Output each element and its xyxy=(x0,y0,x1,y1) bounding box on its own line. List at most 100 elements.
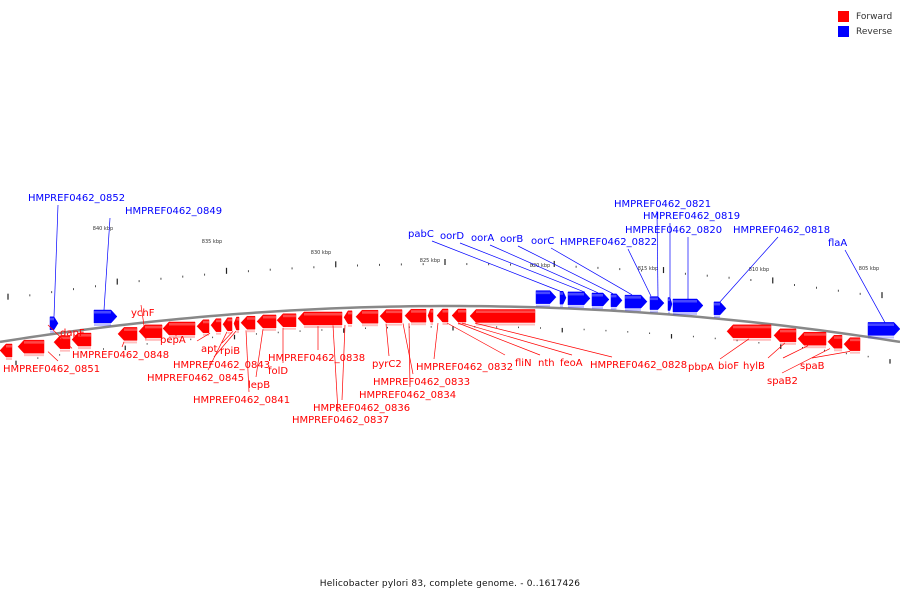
gene-highlight xyxy=(592,293,603,297)
scale-label: 820 kbp xyxy=(530,263,550,269)
gene-features xyxy=(0,290,900,360)
forward-gene xyxy=(210,318,222,332)
forward-gene xyxy=(427,308,434,323)
gene-highlight xyxy=(560,292,563,295)
gene-shadow xyxy=(560,305,563,308)
gene-shadow xyxy=(145,338,162,341)
forward-gene xyxy=(469,309,536,323)
gene-shadow xyxy=(362,324,378,327)
forward-gene xyxy=(117,327,138,341)
gene-highlight xyxy=(247,317,255,320)
forward-gene-label: folD xyxy=(268,366,288,377)
forward-leader-line xyxy=(767,342,786,359)
forward-leader-line xyxy=(221,331,234,344)
gene-shadow xyxy=(733,338,771,341)
reverse-gene-label: HMPREF0462_0818 xyxy=(733,225,830,236)
forward-gene-label: ychF xyxy=(131,308,155,319)
scale-label: 835 kbp xyxy=(202,239,222,245)
scale-label: 815 kbp xyxy=(638,266,658,272)
gene-shadow xyxy=(203,333,209,336)
scale-label: 810 kbp xyxy=(749,267,769,273)
reverse-leader-line xyxy=(53,204,59,317)
gene-shadow xyxy=(568,305,584,308)
gene-shadow xyxy=(24,354,44,357)
gene-highlight xyxy=(78,334,91,337)
forward-gene-label: HMPREF0462_0836 xyxy=(313,403,410,414)
gene-highlight xyxy=(834,336,842,339)
gene-shadow xyxy=(650,310,658,313)
forward-gene xyxy=(451,308,467,323)
gene-shadow xyxy=(458,323,466,326)
forward-leader-line xyxy=(457,322,541,356)
gene-highlight xyxy=(804,333,826,336)
gene-shadow xyxy=(850,351,860,354)
reverse-gene-label: HMPREF0462_0820 xyxy=(625,225,722,236)
forward-leader-line xyxy=(121,341,125,348)
forward-gene xyxy=(404,308,427,323)
forward-gene xyxy=(773,328,797,343)
gene-highlight xyxy=(780,329,796,333)
reverse-gene xyxy=(649,296,665,310)
gene-shadow xyxy=(247,330,255,333)
gene-highlight xyxy=(733,325,771,329)
reverse-leader-line xyxy=(719,236,779,303)
gene-shadow xyxy=(714,315,720,318)
forward-gene-label: feoA xyxy=(560,358,583,369)
forward-leader-line xyxy=(446,322,506,356)
gene-highlight xyxy=(668,298,670,302)
gene-shadow xyxy=(868,336,894,339)
forward-gene-label: spaB xyxy=(800,361,825,372)
forward-leader-line xyxy=(781,348,831,374)
gene-highlight xyxy=(263,315,276,319)
gene-highlight xyxy=(169,322,195,326)
forward-gene xyxy=(53,335,71,349)
legend-forward-label: Forward xyxy=(856,11,893,22)
forward-leader-line xyxy=(213,330,237,358)
gene-highlight xyxy=(476,310,535,313)
scale-label: 825 kbp xyxy=(420,258,440,264)
gene-highlight xyxy=(386,310,402,314)
gene-shadow xyxy=(236,331,239,334)
figure-caption: Helicobacter pylori 83, complete genome.… xyxy=(319,579,581,589)
gene-shadow xyxy=(430,323,433,326)
forward-leader-line xyxy=(245,330,250,393)
forward-gene-label: HMPREF0462_0845 xyxy=(147,373,244,384)
forward-leader-line xyxy=(196,332,211,342)
forward-leader-line xyxy=(341,324,346,401)
gene-highlight xyxy=(673,300,697,303)
scale-label: 830 kbp xyxy=(311,250,331,256)
forward-gene xyxy=(726,324,772,339)
scale-tick-labels: 840 kbp 835 kbp 830 kbp 825 kbp 820 kbp 815 k… xyxy=(93,226,879,273)
gene-highlight xyxy=(124,328,137,331)
gene-shadow xyxy=(348,324,352,327)
reverse-gene xyxy=(535,290,557,304)
forward-leader-line xyxy=(255,329,264,378)
gene-highlight xyxy=(430,310,433,313)
forward-gene xyxy=(797,331,827,346)
gene-shadow xyxy=(304,325,342,328)
forward-gene-label: HMPREF0462_0851 xyxy=(3,364,100,375)
reverse-swatch xyxy=(838,26,849,37)
forward-gene-label: hylB xyxy=(743,361,765,372)
gene-highlight xyxy=(458,310,466,313)
gene-shadow xyxy=(216,332,221,335)
scale-label: 840 kbp xyxy=(93,226,113,232)
forward-gene-label: HMPREF0462_0837 xyxy=(292,415,389,426)
reverse-gene-label: oorA xyxy=(471,233,494,244)
gene-highlight xyxy=(94,311,111,314)
gene-shadow xyxy=(263,328,276,331)
forward-gene-label: HMPREF0462_0838 xyxy=(268,353,365,364)
reverse-gene-label: HMPREF0462_0821 xyxy=(614,199,711,210)
gene-highlight xyxy=(714,302,720,306)
legend-reverse-label: Reverse xyxy=(856,26,893,37)
forward-leader-line xyxy=(782,345,809,359)
gene-highlight xyxy=(24,341,44,344)
forward-gene xyxy=(233,316,240,331)
forward-gene-label: HMPREF0462_0843 xyxy=(173,360,270,371)
forward-gene xyxy=(138,324,163,339)
gene-shadow xyxy=(442,323,448,326)
reverse-gene xyxy=(713,301,727,316)
forward-gene-label: bioF xyxy=(718,361,739,372)
gene-labels: dapF HMPREF0462_0851 ychF HMPREF0462_0848 pe… xyxy=(3,193,847,426)
gene-shadow xyxy=(625,309,641,312)
